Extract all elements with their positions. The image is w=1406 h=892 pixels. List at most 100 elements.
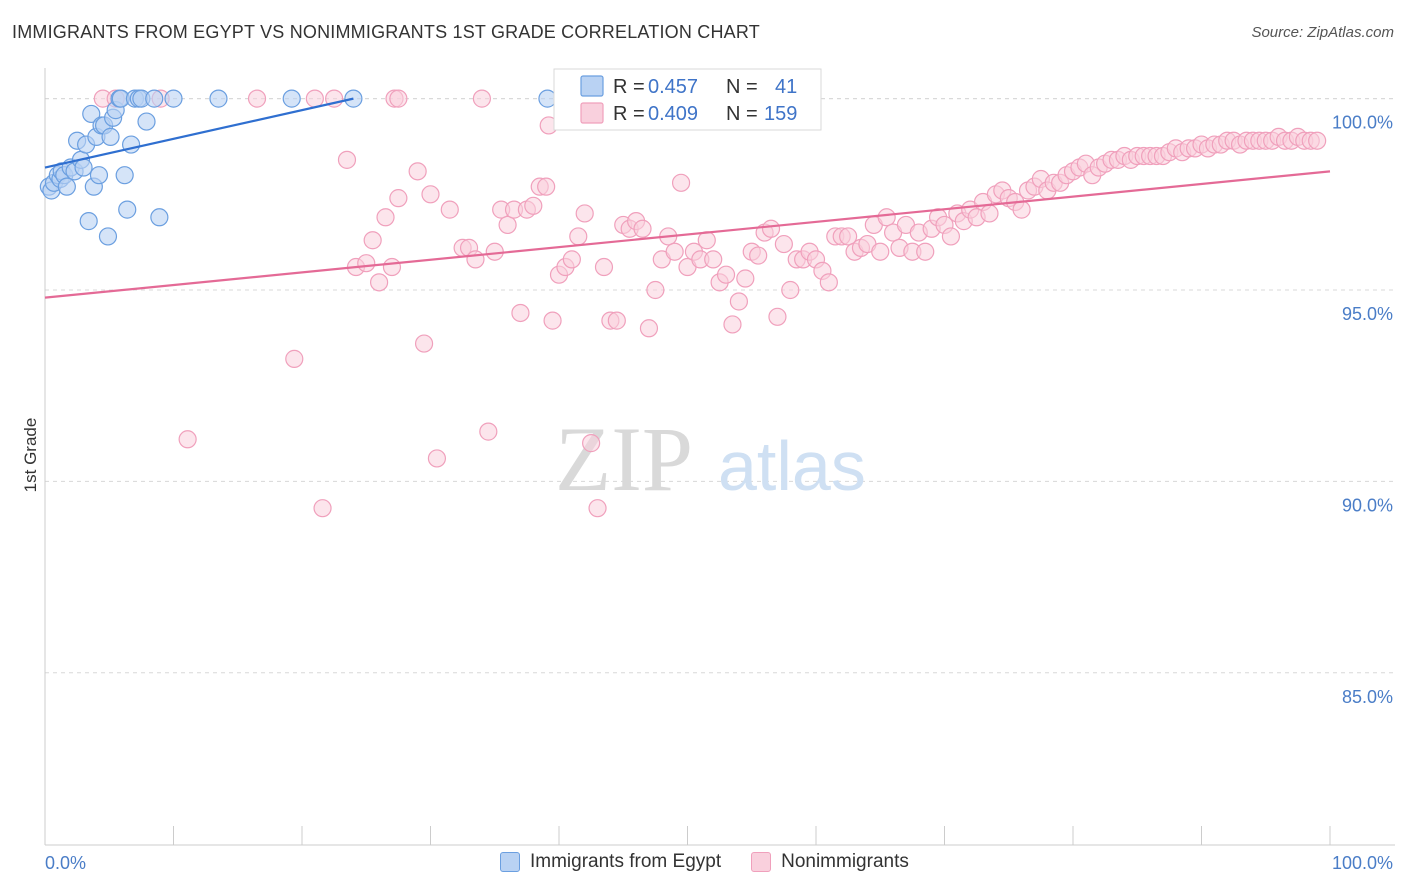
nonimmigrants-point — [479, 422, 498, 441]
egypt-point — [209, 89, 228, 108]
egypt-point — [538, 89, 557, 108]
egypt-point — [79, 212, 98, 231]
nonimmigrants-point — [370, 273, 389, 292]
nonimmigrants-point — [376, 208, 395, 227]
nonimmigrants-point — [980, 204, 999, 223]
stats-legend: R = 0.457 N = 41 R = 0.409 N = 159 — [553, 68, 822, 131]
x-tick-label: 0.0% — [45, 853, 86, 873]
nonimmigrants-point — [941, 227, 961, 246]
nonimmigrants-point — [427, 449, 447, 468]
egypt-point — [57, 177, 76, 196]
egypt-point — [164, 89, 183, 108]
axes — [44, 68, 1395, 846]
egypt-point — [89, 166, 109, 185]
nonimmigrants-point — [389, 89, 408, 108]
nonimmigrants-point — [916, 242, 935, 261]
watermark: ZIP atlas — [555, 408, 866, 510]
nonimmigrants-point — [768, 307, 787, 326]
bottom-legend-swatch-nonimmigrants — [751, 852, 772, 872]
nonimmigrants-point — [178, 430, 197, 449]
nonimmigrants-points — [93, 89, 1327, 518]
legend-r-label-nonimmigrants: R = — [613, 103, 645, 125]
bottom-legend-label-egypt: Immigrants from Egypt — [530, 851, 722, 872]
y-tick-label: 90.0% — [1342, 495, 1393, 515]
nonimmigrants-point — [337, 150, 357, 169]
nonimmigrants-point — [761, 219, 781, 238]
nonimmigrants-point — [569, 227, 588, 246]
egypt-point — [145, 89, 164, 108]
legend-swatch-nonimmigrants — [580, 102, 604, 124]
y-tick-label: 100.0% — [1332, 113, 1393, 133]
egypt-point — [82, 104, 101, 124]
nonimmigrants-point — [498, 215, 517, 235]
y-axis-label: 1st Grade — [21, 418, 40, 493]
nonimmigrants-point — [466, 250, 485, 269]
nonimmigrants-point — [736, 269, 755, 288]
watermark-zip: ZIP — [555, 408, 693, 510]
nonimmigrants-point — [313, 499, 332, 518]
nonimmigrants-point — [582, 434, 601, 453]
egypt-point — [118, 200, 137, 219]
x-tick-label: 100.0% — [1332, 853, 1393, 873]
nonimmigrants-point — [485, 242, 504, 261]
nonimmigrants-point — [646, 280, 665, 300]
egypt-point — [137, 112, 156, 131]
chart-title: IMMIGRANTS FROM EGYPT VS NONIMMIGRANTS 1… — [12, 22, 760, 42]
egypt-point — [115, 166, 134, 185]
nonimmigrants-point — [588, 499, 607, 518]
nonimmigrants-point — [639, 319, 659, 338]
nonimmigrants-point — [305, 89, 324, 108]
y-tick-label: 85.0% — [1342, 687, 1393, 707]
nonimmigrants-point — [537, 177, 556, 196]
nonimmigrants-point — [575, 204, 594, 223]
egypt-point — [150, 208, 169, 227]
legend-n-label-nonimmigrants: N = — [726, 103, 758, 125]
egypt-point — [101, 127, 120, 146]
nonimmigrants-trend-line — [44, 170, 1331, 299]
nonimmigrants-point — [607, 311, 626, 330]
y-tick-labels: 85.0% 90.0% 95.0% 100.0% — [1332, 113, 1393, 707]
nonimmigrants-point — [363, 231, 382, 250]
trend-lines — [44, 97, 1331, 299]
watermark-atlas: atlas — [718, 427, 866, 505]
legend-n-label-egypt: N = — [726, 76, 758, 98]
nonimmigrants-point — [819, 273, 838, 292]
nonimmigrants-point — [408, 162, 427, 181]
nonimmigrants-point — [716, 265, 736, 284]
nonimmigrants-point — [382, 257, 402, 277]
egypt-point — [282, 89, 301, 108]
nonimmigrants-point — [247, 89, 267, 108]
nonimmigrants-point — [357, 254, 376, 273]
egypt-point — [74, 158, 93, 177]
nonimmigrants-point — [524, 196, 543, 215]
nonimmigrants-point — [749, 246, 768, 265]
nonimmigrants-point — [285, 349, 304, 368]
bottom-legend: Immigrants from Egypt Nonimmigrants — [500, 851, 939, 873]
nonimmigrants-point — [633, 219, 652, 238]
x-ticks — [44, 826, 1331, 845]
legend-r-value-nonimmigrants: 0.409 — [648, 103, 698, 125]
nonimmigrants-point — [877, 208, 896, 227]
nonimmigrants-point — [511, 303, 530, 323]
nonimmigrants-point — [472, 89, 491, 108]
nonimmigrants-point — [704, 250, 723, 269]
nonimmigrants-point — [562, 250, 581, 269]
bottom-legend-swatch-egypt — [500, 852, 520, 872]
bottom-legend-item-nonimmigrants: Nonimmigrants — [751, 851, 909, 873]
legend-n-value-egypt: 41 — [775, 76, 797, 98]
nonimmigrants-point — [871, 242, 890, 261]
nonimmigrants-point — [839, 227, 858, 246]
legend-r-value-egypt: 0.457 — [648, 76, 698, 98]
y-tick-label: 95.0% — [1342, 304, 1393, 324]
bottom-legend-item-egypt: Immigrants from Egypt — [500, 851, 721, 873]
nonimmigrants-point — [1012, 200, 1031, 219]
source-label: Source: ZipAtlas.com — [1251, 24, 1394, 41]
nonimmigrants-point — [389, 189, 408, 208]
egypt-point — [98, 227, 118, 246]
nonimmigrants-point — [665, 242, 684, 261]
nonimmigrants-point — [594, 257, 614, 277]
nonimmigrants-point — [1308, 131, 1327, 150]
nonimmigrants-point — [781, 280, 800, 300]
nonimmigrants-point — [723, 315, 742, 334]
